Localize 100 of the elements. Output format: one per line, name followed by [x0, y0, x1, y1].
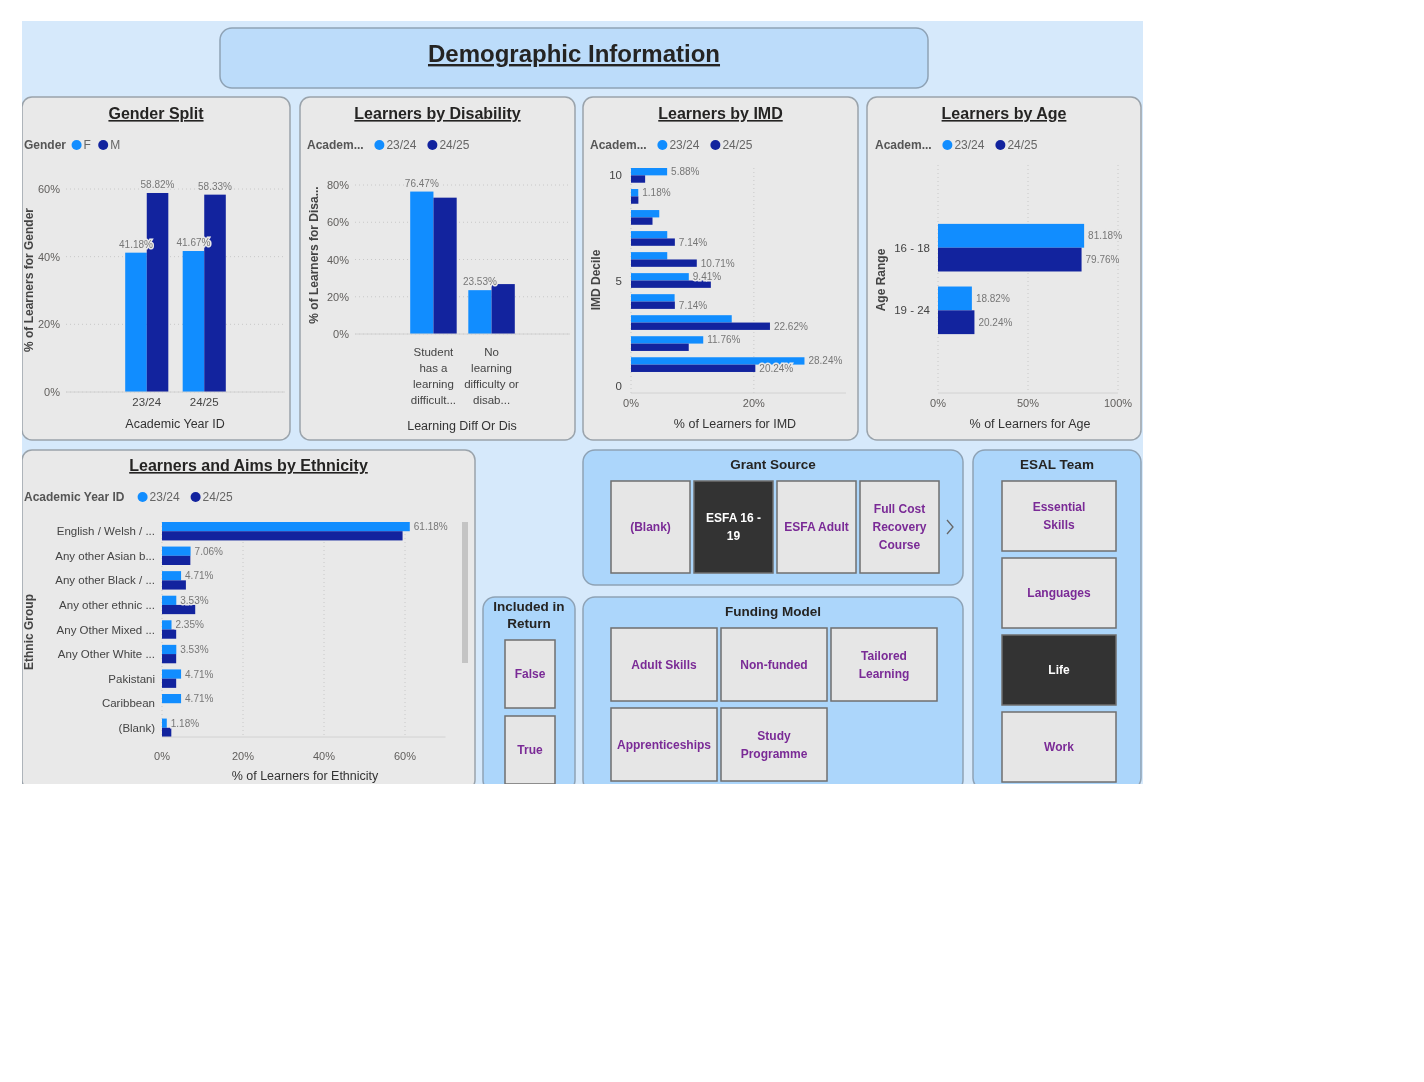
bar: [631, 280, 711, 288]
category-label: Work: [1044, 740, 1075, 754]
y-tick-label: 20%: [326, 290, 350, 303]
bar: [938, 247, 1082, 272]
data-label: 20.24%: [759, 362, 794, 374]
data-label: 58.82%: [140, 178, 175, 190]
y-axis-title: Ethnic Group: [22, 594, 36, 670]
y-tick-label: 60%: [326, 216, 350, 229]
x-tick-label: 23/24: [132, 396, 162, 408]
bar: [162, 595, 177, 605]
y-tick-label: 19 - 24: [894, 304, 931, 317]
bar: [162, 531, 403, 541]
data-label: 4.71%: [185, 668, 214, 680]
y-tick-label: 40%: [37, 250, 61, 263]
chart-title: Learners by Disability: [354, 105, 521, 122]
y-tick-label: Any other ethnic ...: [59, 598, 155, 611]
category-label: (Blank): [630, 520, 671, 534]
category-label: Languages: [1027, 586, 1091, 600]
data-label: 76.47%: [404, 177, 439, 189]
bar: [631, 336, 704, 344]
category-label: ESFA Adult: [784, 520, 849, 534]
data-label: 22.62%: [773, 320, 808, 332]
bar: [162, 620, 172, 630]
y-tick-label: 0: [615, 379, 622, 392]
bar: [162, 678, 177, 688]
legend-title: Academ...: [875, 138, 932, 152]
y-tick-label: 16 - 18: [894, 241, 930, 254]
data-label: 58.33%: [198, 180, 233, 192]
bar: [162, 580, 186, 590]
category-label: True: [517, 743, 543, 757]
y-tick-label: English / Welsh / ...: [56, 525, 155, 538]
category-label: Tailored Learning: [858, 648, 910, 681]
data-label: 10.71%: [700, 257, 735, 269]
data-label: 4.71%: [185, 570, 214, 582]
text: ESAL Team: [1020, 457, 1094, 472]
legend-label: 23/24: [386, 138, 417, 152]
bar: [938, 223, 1085, 248]
y-tick-label: 80%: [326, 179, 350, 191]
chart-title: Learners by IMD: [658, 105, 783, 122]
category-label: Apprenticeships: [616, 737, 712, 752]
bar: [631, 259, 697, 267]
legend-label: F: [83, 138, 91, 152]
bar: [410, 191, 434, 334]
bar: [631, 189, 639, 197]
legend-label: 24/25: [1007, 138, 1038, 152]
x-axis-title: % of Learners for IMD: [673, 417, 797, 431]
legend-label: M: [110, 138, 121, 152]
y-tick-label: 20%: [37, 318, 61, 331]
bar: [631, 343, 689, 351]
legend-label: 24/25: [439, 138, 470, 152]
text: Demographic Information: [427, 40, 721, 67]
bar: [162, 718, 167, 728]
category-label: Study Programme: [740, 728, 808, 761]
legend-label: 24/25: [722, 138, 753, 152]
y-tick-label: 0%: [333, 328, 350, 340]
data-label: 5.88%: [671, 166, 700, 178]
y-axis-title: % of Learners for Gender: [22, 207, 36, 353]
text: Grant Source: [730, 457, 817, 472]
bar: [631, 273, 689, 281]
data-label: 79.76%: [1085, 254, 1120, 266]
bar: [631, 210, 660, 218]
bar: [631, 315, 732, 323]
data-label: 3.53%: [180, 594, 209, 606]
bar: [631, 217, 653, 225]
category-label: Full Cost Recovery Course: [872, 502, 927, 552]
legend-label: 23/24: [669, 138, 700, 152]
legend-title: Academ...: [307, 138, 364, 152]
bar: [162, 522, 410, 532]
x-tick-label: 0%: [623, 397, 640, 409]
bar: [631, 238, 675, 246]
bar: [162, 694, 182, 704]
data-label: 28.24%: [808, 355, 843, 367]
text: Included in Return: [493, 599, 565, 631]
x-tick-label: 40%: [312, 750, 336, 762]
x-axis-title: % of Learners for Ethnicity: [231, 769, 380, 783]
data-label: 7.06%: [194, 545, 224, 557]
data-label: 20.24%: [978, 316, 1013, 328]
y-tick-label: Any other Asian b...: [55, 549, 155, 562]
x-tick-label: No learning difficulty or disab...: [464, 346, 520, 406]
bar: [631, 357, 805, 365]
chart-title: Learners and Aims by Ethnicity: [129, 457, 368, 474]
bar: [182, 251, 205, 392]
category-label: Adult Skills: [631, 657, 697, 672]
data-label: 2.35%: [175, 619, 204, 631]
data-label: 1.18%: [170, 717, 200, 729]
bar: [468, 290, 492, 334]
y-axis-title: IMD Decile: [589, 249, 603, 311]
data-label: 3.53%: [180, 643, 209, 655]
category-label: Essential Skills: [1032, 500, 1086, 532]
bar: [125, 252, 147, 392]
y-tick-label: (Blank): [118, 721, 156, 734]
bar: [631, 252, 668, 260]
chart-title: Gender Split: [108, 105, 205, 122]
y-tick-label: 5: [615, 274, 622, 287]
legend-label: 24/25: [202, 490, 233, 504]
bar: [631, 294, 675, 302]
bar: [162, 604, 196, 615]
bar: [162, 644, 177, 655]
legend-title: Gender: [24, 138, 67, 152]
bar: [938, 286, 972, 311]
